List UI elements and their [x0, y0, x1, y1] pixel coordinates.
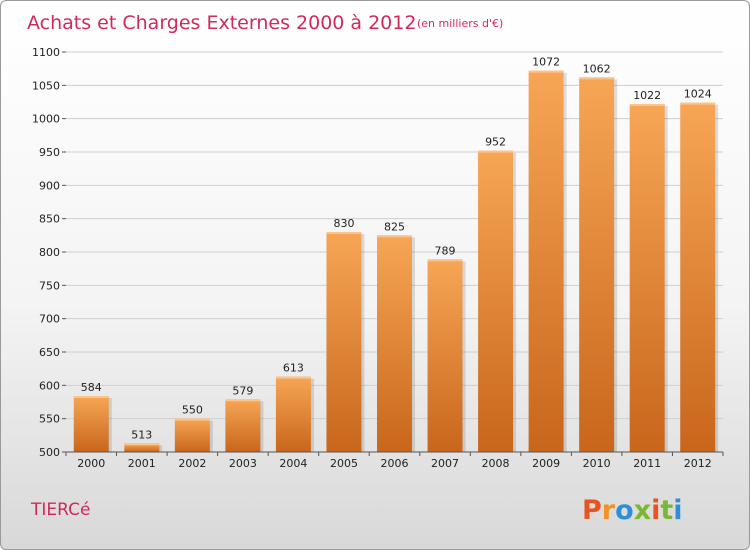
y-tick-label: 900: [39, 179, 60, 192]
bar-2008: [478, 150, 514, 452]
bar-2005: [326, 232, 362, 452]
bar-2002: [174, 418, 210, 452]
logo-letter: r: [602, 495, 616, 526]
y-tick-label: 700: [39, 313, 60, 326]
bar-highlight: [124, 443, 160, 446]
place-name: TIERCé: [30, 500, 90, 520]
data-labels: 584 513 550 579 613 830 825 789 952 1072 1062 1022 1…: [81, 56, 712, 442]
data-label-2003: 579: [232, 384, 253, 397]
x-tick-label-2003: 2003: [229, 457, 257, 470]
bar-2010: [579, 77, 615, 452]
bar-2006: [377, 235, 412, 452]
y-tick-label: 1050: [32, 79, 60, 92]
data-label-2009: 1072: [532, 56, 560, 69]
x-tick-label-2009: 2009: [532, 457, 560, 470]
y-tick-label: 950: [39, 146, 60, 159]
x-tick-label-2002: 2002: [178, 457, 206, 470]
x-tick-label-2010: 2010: [583, 457, 611, 470]
proxiti-logo: Proxiti: [582, 495, 683, 526]
x-tick-label-2008: 2008: [482, 457, 510, 470]
x-axis-ticks: 2000 2001 2002 2003 2004 2005 2006 2007 2008 2009…: [65, 452, 724, 470]
bar-highlight: [680, 102, 716, 105]
bar-2004: [275, 376, 311, 452]
bar-highlight: [427, 259, 463, 262]
bar-2003: [225, 399, 261, 452]
bar-2007: [427, 259, 463, 452]
data-label-2010: 1062: [583, 62, 611, 75]
data-label-2002: 550: [182, 404, 203, 417]
data-label-2008: 952: [485, 136, 506, 149]
chart-title: Achats et Charges Externes 2000 à 2012: [27, 12, 416, 34]
bar-2011: [629, 104, 665, 452]
y-tick-label: 650: [39, 346, 60, 359]
y-tick-label: 500: [39, 446, 60, 459]
y-tick-label: 1100: [32, 46, 60, 59]
data-label-2001: 513: [131, 428, 152, 441]
logo-letter: i: [651, 495, 660, 526]
bar-2000: [73, 396, 109, 452]
x-tick-label-2000: 2000: [77, 457, 105, 470]
bar-highlight: [377, 235, 412, 238]
data-label-2000: 584: [81, 381, 102, 394]
data-label-2007: 789: [435, 244, 456, 257]
data-label-2006: 825: [384, 220, 405, 233]
bar-2012: [680, 102, 716, 453]
x-tick-label-2005: 2005: [330, 457, 358, 470]
x-tick-label-2004: 2004: [279, 457, 307, 470]
y-tick-label: 600: [39, 379, 60, 392]
bar-highlight: [629, 104, 665, 106]
bar-highlight: [579, 77, 615, 80]
chart-subtitle: (en milliers d'€): [417, 17, 503, 30]
bar-2009: [528, 70, 564, 453]
y-tick-label: 800: [39, 246, 60, 259]
x-tick-label-2007: 2007: [431, 457, 459, 470]
logo-letter: o: [615, 495, 634, 526]
bar-highlight: [478, 150, 514, 153]
y-tick-label: 750: [39, 279, 60, 292]
bar-highlight: [326, 232, 362, 234]
bar-2001: [124, 443, 160, 452]
y-axis-ticks: 500 550 600 650 700 750 800 850 900 950 1000 1050 11…: [32, 46, 66, 459]
x-tick-label-2006: 2006: [381, 457, 409, 470]
data-label-2005: 830: [333, 217, 354, 230]
logo-letter: P: [582, 495, 602, 526]
bar-highlight: [73, 396, 109, 398]
data-label-2012: 1024: [684, 88, 712, 101]
logo-letter: i: [673, 495, 682, 526]
logo-letter: x: [634, 495, 651, 526]
x-tick-label-2012: 2012: [684, 457, 712, 470]
y-tick-label: 550: [39, 413, 60, 426]
bar-highlight: [225, 399, 261, 402]
bar-highlight: [275, 376, 311, 379]
x-tick-label-2001: 2001: [128, 457, 156, 470]
data-label-2004: 613: [283, 362, 304, 375]
bar-highlight: [528, 70, 564, 73]
x-tick-label-2011: 2011: [633, 457, 661, 470]
y-tick-label: 1000: [32, 113, 60, 126]
bars: [73, 70, 719, 453]
bar-highlight: [174, 418, 210, 421]
logo-letter: t: [660, 495, 673, 526]
data-label-2011: 1022: [633, 89, 661, 102]
y-tick-label: 850: [39, 213, 60, 226]
